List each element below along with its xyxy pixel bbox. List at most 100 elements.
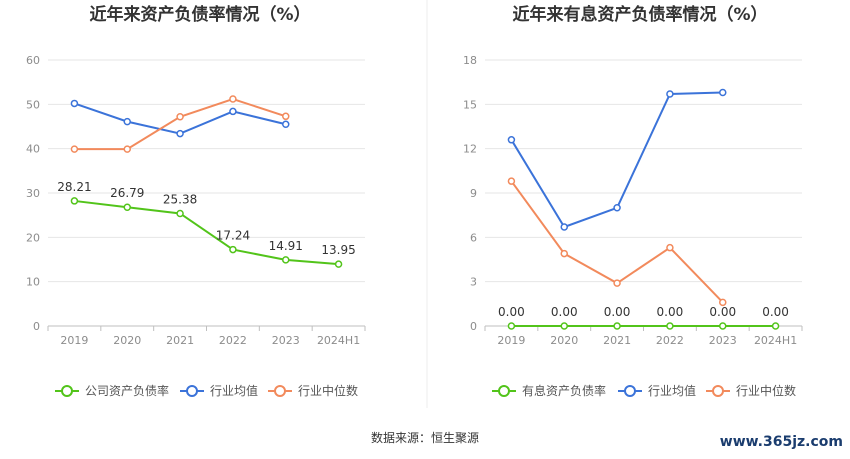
data-point (70, 197, 79, 205)
data-point (282, 120, 290, 129)
data-point (771, 322, 780, 330)
data-point (507, 136, 516, 144)
x-tick-label: 2019 (60, 334, 88, 347)
y-tick-label: 15 (463, 98, 477, 111)
data-label: 0.00 (551, 305, 578, 319)
series-0: 28.21 26.79 25.38 17.24 14.91 13.95 (57, 180, 356, 268)
data-point (613, 279, 621, 287)
y-tick-label: 9 (470, 187, 477, 200)
data-point (334, 260, 343, 268)
watermark: www.365jz.com (720, 434, 843, 450)
data-point (719, 322, 727, 330)
data-point (719, 88, 727, 97)
y-tick-label: 3 (470, 276, 477, 289)
x-tick-label: 2024H1 (754, 334, 797, 347)
legend-item: 有息资产负债率 (492, 383, 606, 398)
data-point (560, 223, 568, 231)
y-tick-label: 20 (26, 231, 40, 244)
x-tick-label: 2020 (113, 334, 141, 347)
series-1 (70, 99, 290, 138)
data-label: 0.00 (604, 305, 631, 319)
series-2 (507, 177, 727, 307)
data-point (666, 243, 674, 252)
data-point (123, 145, 131, 153)
x-tick-label: 2022 (219, 334, 247, 347)
data-point (229, 95, 237, 103)
series-2 (70, 95, 290, 153)
x-tick-label: 2019 (497, 334, 525, 347)
x-tick-label: 2021 (166, 334, 194, 347)
data-label: 0.00 (762, 305, 789, 319)
y-tick-label: 50 (26, 98, 40, 111)
data-label: 26.79 (110, 186, 144, 200)
y-tick-label: 18 (463, 54, 477, 67)
data-label: 28.21 (57, 180, 91, 194)
legend-marker (498, 385, 510, 397)
debt-ratio-chart: 近年来资产负债率情况（%） 0 10 20 30 40 50 60 2019 2020 2021 20… (26, 4, 366, 398)
y-tick-label: 10 (26, 276, 40, 289)
legend-marker (186, 385, 198, 397)
data-point (123, 117, 131, 126)
y-tick-label: 0 (33, 320, 40, 333)
legend-item: 行业均值 (180, 383, 258, 398)
legend-item: 行业中位数 (268, 383, 358, 398)
series-1 (507, 88, 727, 231)
x-tick-label: 2020 (550, 334, 578, 347)
data-point (666, 90, 674, 98)
data-point (666, 322, 674, 330)
chart-title: 近年来有息资产负债率情况（%） (512, 4, 767, 25)
y-tick-label: 60 (26, 54, 40, 67)
data-point (229, 245, 237, 254)
data-source-label: 数据来源：恒生聚源 (371, 430, 479, 445)
data-label: 13.95 (321, 243, 355, 257)
y-tick-label: 6 (470, 231, 477, 244)
data-point (282, 112, 290, 121)
y-tick-label: 30 (26, 187, 40, 200)
data-point (176, 129, 184, 138)
data-point (229, 107, 237, 116)
legend-item: 行业中位数 (706, 383, 796, 398)
legend-label: 有息资产负债率 (522, 383, 606, 398)
x-tick-label: 2021 (603, 334, 631, 347)
legend-item: 公司资产负债率 (55, 383, 169, 398)
x-tick-label: 2024H1 (317, 334, 360, 347)
data-point (507, 322, 516, 330)
series-line (74, 97, 287, 151)
y-tick-label: 40 (26, 143, 40, 156)
data-label: 0.00 (709, 305, 736, 319)
data-point (719, 298, 727, 307)
legend-label: 公司资产负债率 (85, 383, 169, 398)
data-point (507, 177, 516, 185)
y-tick-label: 0 (470, 320, 477, 333)
legend-label: 行业均值 (210, 383, 258, 398)
legend-marker (712, 385, 724, 397)
data-point (176, 112, 184, 121)
data-label: 0.00 (657, 305, 684, 319)
legend-label: 行业均值 (648, 383, 696, 398)
x-tick-label: 2023 (709, 334, 737, 347)
data-label: 25.38 (163, 192, 197, 206)
legend-marker (624, 385, 636, 397)
series-0: 0.00 0.00 0.00 0.00 0.00 0.00 (498, 305, 789, 330)
legend-marker (61, 385, 73, 397)
legend-label: 行业中位数 (736, 383, 796, 398)
legend-label: 行业中位数 (298, 383, 358, 398)
data-point (123, 203, 131, 211)
series-line (74, 199, 339, 266)
interest-debt-ratio-chart: 近年来有息资产负债率情况（%） 0 3 6 9 12 15 18 2019 2020 2021 202… (463, 4, 803, 398)
data-point (560, 249, 568, 258)
x-tick-label: 2023 (272, 334, 300, 347)
data-point (613, 322, 621, 330)
data-point (560, 322, 568, 330)
legend-marker (274, 385, 286, 397)
data-point (70, 99, 79, 108)
legend-item: 行业均值 (618, 383, 696, 398)
data-point (282, 256, 290, 264)
chart-title: 近年来资产负债率情况（%） (89, 4, 310, 25)
x-tick-label: 2022 (656, 334, 684, 347)
data-point (70, 145, 79, 153)
data-label: 14.91 (269, 239, 303, 253)
data-point (613, 204, 621, 212)
data-point (176, 209, 184, 218)
